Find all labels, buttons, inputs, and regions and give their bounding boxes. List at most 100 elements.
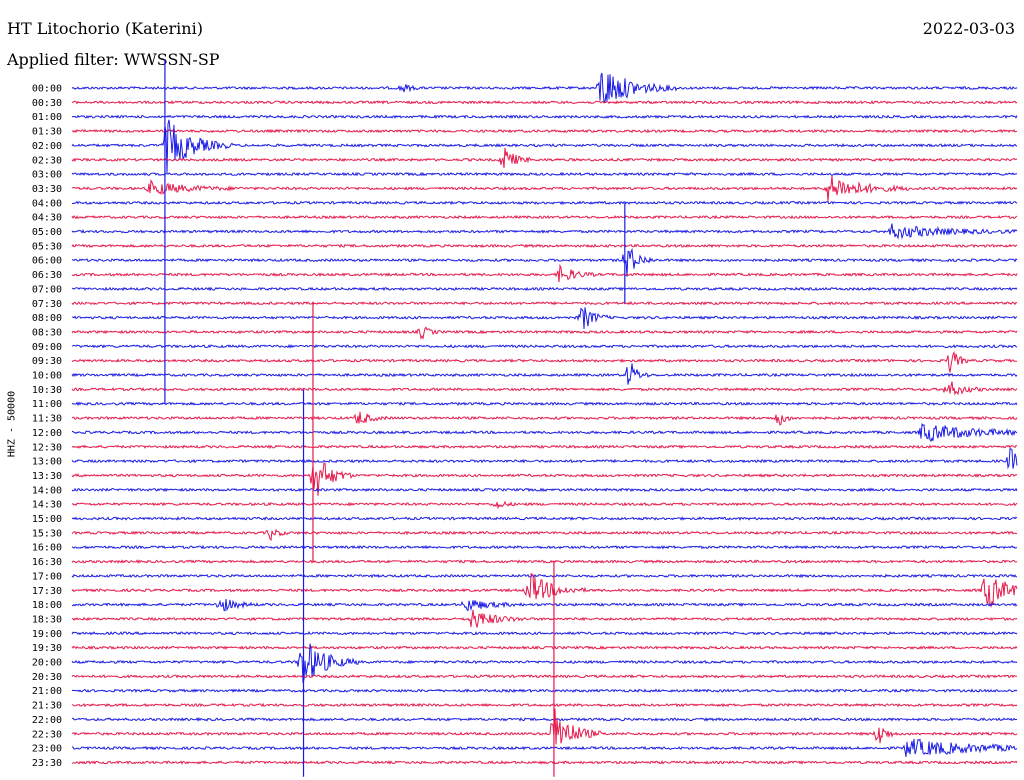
row-label-14:30: 14:30	[32, 500, 62, 511]
row-label-18:30: 18:30	[32, 614, 62, 625]
row-label-01:30: 01:30	[32, 127, 62, 138]
row-label-06:00: 06:00	[32, 256, 62, 267]
trace-09:00	[71, 343, 1018, 349]
trace-05:00	[71, 223, 1018, 240]
trace-08:30	[71, 326, 1018, 340]
trace-18:00	[72, 598, 1018, 612]
row-label-21:30: 21:30	[32, 701, 62, 712]
row-label-02:00: 02:00	[32, 141, 62, 152]
row-label-10:00: 10:00	[32, 371, 62, 382]
row-label-09:00: 09:00	[32, 342, 62, 353]
trace-06:30	[71, 263, 1018, 283]
row-label-08:30: 08:30	[32, 327, 62, 338]
row-label-06:30: 06:30	[32, 270, 62, 281]
row-label-13:30: 13:30	[32, 471, 62, 482]
row-label-16:00: 16:00	[32, 543, 62, 554]
trace-23:30	[71, 760, 1018, 765]
row-label-15:00: 15:00	[32, 514, 62, 525]
row-label-08:00: 08:00	[32, 313, 62, 324]
trace-22:00	[72, 716, 1017, 722]
trace-21:30	[71, 702, 1018, 708]
trace-11:30	[71, 411, 1018, 426]
row-label-19:30: 19:30	[32, 643, 62, 654]
row-label-07:00: 07:00	[32, 284, 62, 295]
row-label-02:30: 02:30	[32, 155, 62, 166]
trace-03:00	[71, 171, 1018, 177]
trace-22:30	[72, 708, 1018, 745]
trace-01:30	[71, 128, 1018, 134]
trace-10:30	[71, 381, 1018, 396]
trace-15:30	[71, 528, 1018, 542]
row-label-11:00: 11:00	[32, 399, 62, 410]
trace-14:30	[71, 500, 1018, 510]
row-label-23:00: 23:00	[32, 744, 62, 755]
trace-00:30	[71, 100, 1018, 105]
trace-09:30	[71, 350, 1017, 373]
trace-07:30	[71, 300, 1018, 306]
row-label-13:00: 13:00	[32, 457, 62, 468]
trace-19:00	[71, 631, 1018, 636]
trace-04:30	[71, 214, 1018, 220]
row-label-07:30: 07:30	[32, 299, 62, 310]
row-label-23:30: 23:30	[32, 758, 62, 769]
row-label-20:30: 20:30	[32, 672, 62, 683]
row-label-22:00: 22:00	[32, 715, 62, 726]
trace-11:00	[71, 401, 1018, 407]
trace-05:30	[71, 243, 1018, 249]
trace-20:30	[71, 673, 1018, 679]
trace-12:00	[71, 422, 1018, 442]
trace-02:00	[71, 119, 1018, 174]
trace-19:30	[71, 645, 1018, 650]
date-label: 2022-03-03	[922, 19, 1015, 38]
row-label-20:00: 20:00	[32, 658, 62, 669]
trace-20:00	[71, 643, 1018, 684]
row-labels: 00:00 00:30 01:00 01:30 02:00 02:30 03:00 03:30…	[32, 84, 62, 769]
trace-17:30	[71, 573, 1018, 608]
row-label-19:00: 19:00	[32, 629, 62, 640]
trace-16:30	[71, 559, 1018, 564]
row-label-10:30: 10:30	[32, 385, 62, 396]
trace-12:30	[71, 444, 1018, 450]
row-label-17:00: 17:00	[32, 571, 62, 582]
row-label-05:30: 05:30	[32, 241, 62, 252]
row-label-21:00: 21:00	[32, 686, 62, 697]
trace-13:00	[71, 448, 1018, 470]
trace-00:00	[71, 72, 1018, 103]
row-label-17:30: 17:30	[32, 586, 62, 597]
trace-21:00	[71, 688, 1018, 693]
trace-07:00	[71, 286, 1018, 292]
trace-14:00	[71, 487, 1018, 493]
trace-13:30	[71, 462, 1018, 496]
trace-23:00	[71, 738, 1018, 757]
row-label-12:00: 12:00	[32, 428, 62, 439]
traces	[71, 59, 1018, 777]
trace-02:30	[71, 147, 1018, 169]
row-label-09:30: 09:30	[32, 356, 62, 367]
trace-18:30	[71, 609, 1018, 628]
row-label-03:30: 03:30	[32, 184, 62, 195]
row-label-11:30: 11:30	[32, 414, 62, 425]
row-label-05:00: 05:00	[32, 227, 62, 238]
trace-01:00	[71, 114, 1018, 120]
row-label-18:00: 18:00	[32, 600, 62, 611]
trace-08:00	[71, 307, 1018, 330]
row-label-03:00: 03:00	[32, 170, 62, 181]
trace-15:00	[71, 516, 1018, 521]
row-label-12:30: 12:30	[32, 442, 62, 453]
row-label-00:00: 00:00	[32, 84, 62, 95]
row-label-22:30: 22:30	[32, 729, 62, 740]
row-label-00:30: 00:30	[32, 98, 62, 109]
station-title: HT Litochorio (Katerini)	[7, 19, 203, 38]
row-label-01:00: 01:00	[32, 112, 62, 123]
trace-03:30	[71, 175, 1018, 202]
trace-10:00	[71, 363, 1018, 385]
row-label-14:00: 14:00	[32, 485, 62, 496]
row-label-15:30: 15:30	[32, 528, 62, 539]
trace-16:00	[71, 544, 1018, 550]
trace-06:00	[71, 247, 1018, 277]
row-label-04:30: 04:30	[32, 213, 62, 224]
trace-04:00	[72, 200, 1018, 206]
trace-17:00	[71, 573, 1018, 579]
row-label-04:00: 04:00	[32, 198, 62, 209]
